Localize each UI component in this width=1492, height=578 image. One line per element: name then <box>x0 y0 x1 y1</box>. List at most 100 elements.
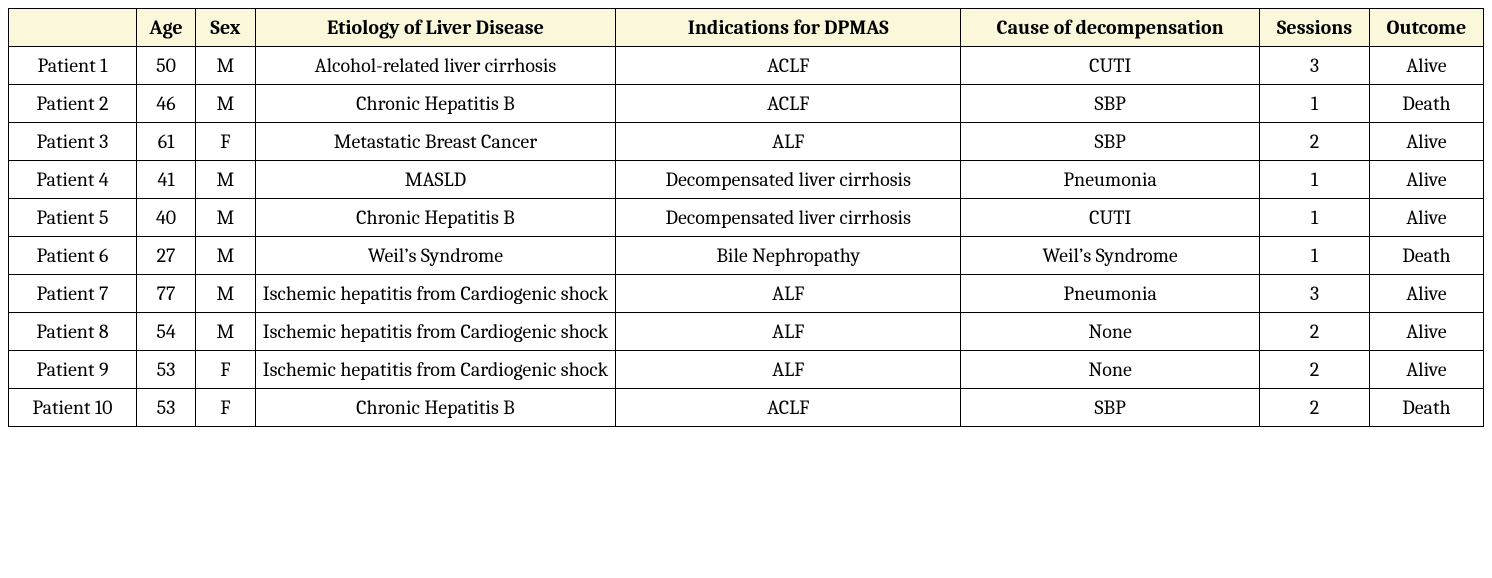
table-row: Patient 441MMASLDDecompensated liver cir… <box>9 161 1484 199</box>
cell-sessions: 3 <box>1260 275 1370 313</box>
cell-outcome: Death <box>1369 85 1483 123</box>
cell-indication: ACLF <box>616 85 961 123</box>
cell-etiology: Chronic Hepatitis B <box>255 85 616 123</box>
cell-sex: M <box>196 47 255 85</box>
cell-cause: SBP <box>961 123 1260 161</box>
cell-sex: M <box>196 161 255 199</box>
cell-patient: Patient 10 <box>9 389 137 427</box>
cell-sessions: 1 <box>1260 161 1370 199</box>
cell-patient: Patient 1 <box>9 47 137 85</box>
cell-cause: None <box>961 351 1260 389</box>
cell-sex: M <box>196 313 255 351</box>
cell-indication: ALF <box>616 351 961 389</box>
cell-sessions: 1 <box>1260 237 1370 275</box>
cell-outcome: Alive <box>1369 275 1483 313</box>
cell-patient: Patient 6 <box>9 237 137 275</box>
cell-indication: ALF <box>616 313 961 351</box>
cell-outcome: Alive <box>1369 123 1483 161</box>
cell-age: 27 <box>136 237 195 275</box>
table-row: Patient 1053FChronic Hepatitis BACLFSBP2… <box>9 389 1484 427</box>
cell-outcome: Death <box>1369 237 1483 275</box>
table-head: AgeSexEtiology of Liver DiseaseIndicatio… <box>9 9 1484 47</box>
cell-age: 54 <box>136 313 195 351</box>
cell-sessions: 2 <box>1260 123 1370 161</box>
cell-indication: Decompensated liver cirrhosis <box>616 161 961 199</box>
cell-sex: F <box>196 351 255 389</box>
cell-patient: Patient 8 <box>9 313 137 351</box>
table-row: Patient 361FMetastatic Breast CancerALFS… <box>9 123 1484 161</box>
cell-patient: Patient 4 <box>9 161 137 199</box>
cell-sex: M <box>196 275 255 313</box>
cell-sex: F <box>196 389 255 427</box>
cell-indication: Decompensated liver cirrhosis <box>616 199 961 237</box>
table-row: Patient 854MIschemic hepatitis from Card… <box>9 313 1484 351</box>
header-age: Age <box>136 9 195 47</box>
cell-etiology: Chronic Hepatitis B <box>255 199 616 237</box>
cell-cause: CUTI <box>961 199 1260 237</box>
table-row: Patient 246MChronic Hepatitis BACLFSBP1D… <box>9 85 1484 123</box>
table-row: Patient 953FIschemic hepatitis from Card… <box>9 351 1484 389</box>
cell-cause: Pneumonia <box>961 275 1260 313</box>
cell-outcome: Alive <box>1369 161 1483 199</box>
cell-outcome: Alive <box>1369 199 1483 237</box>
cell-age: 40 <box>136 199 195 237</box>
cell-indication: Bile Nephropathy <box>616 237 961 275</box>
cell-age: 53 <box>136 351 195 389</box>
cell-patient: Patient 5 <box>9 199 137 237</box>
table-row: Patient 777MIschemic hepatitis from Card… <box>9 275 1484 313</box>
cell-indication: ACLF <box>616 47 961 85</box>
cell-sessions: 2 <box>1260 313 1370 351</box>
cell-outcome: Alive <box>1369 313 1483 351</box>
cell-age: 61 <box>136 123 195 161</box>
header-sex: Sex <box>196 9 255 47</box>
cell-sex: F <box>196 123 255 161</box>
header-cause: Cause of decompensation <box>961 9 1260 47</box>
cell-etiology: Ischemic hepatitis from Cardiogenic shoc… <box>255 351 616 389</box>
header-etiology: Etiology of Liver Disease <box>255 9 616 47</box>
cell-cause: CUTI <box>961 47 1260 85</box>
cell-patient: Patient 9 <box>9 351 137 389</box>
cell-age: 46 <box>136 85 195 123</box>
cell-etiology: Metastatic Breast Cancer <box>255 123 616 161</box>
cell-patient: Patient 3 <box>9 123 137 161</box>
table-row: Patient 150MAlcohol-related liver cirrho… <box>9 47 1484 85</box>
cell-indication: ACLF <box>616 389 961 427</box>
cell-cause: SBP <box>961 389 1260 427</box>
header-patient <box>9 9 137 47</box>
cell-patient: Patient 7 <box>9 275 137 313</box>
header-outcome: Outcome <box>1369 9 1483 47</box>
cell-indication: ALF <box>616 123 961 161</box>
cell-sessions: 2 <box>1260 351 1370 389</box>
header-row: AgeSexEtiology of Liver DiseaseIndicatio… <box>9 9 1484 47</box>
cell-sessions: 3 <box>1260 47 1370 85</box>
cell-cause: None <box>961 313 1260 351</box>
cell-age: 53 <box>136 389 195 427</box>
cell-cause: SBP <box>961 85 1260 123</box>
cell-patient: Patient 2 <box>9 85 137 123</box>
cell-etiology: Alcohol-related liver cirrhosis <box>255 47 616 85</box>
cell-cause: Weil’s Syndrome <box>961 237 1260 275</box>
cell-age: 77 <box>136 275 195 313</box>
cell-sessions: 2 <box>1260 389 1370 427</box>
cell-indication: ALF <box>616 275 961 313</box>
cell-sessions: 1 <box>1260 199 1370 237</box>
table-body: Patient 150MAlcohol-related liver cirrho… <box>9 47 1484 427</box>
cell-etiology: MASLD <box>255 161 616 199</box>
cell-cause: Pneumonia <box>961 161 1260 199</box>
cell-etiology: Chronic Hepatitis B <box>255 389 616 427</box>
cell-sex: M <box>196 85 255 123</box>
cell-etiology: Ischemic hepatitis from Cardiogenic shoc… <box>255 313 616 351</box>
cell-etiology: Ischemic hepatitis from Cardiogenic shoc… <box>255 275 616 313</box>
cell-outcome: Alive <box>1369 351 1483 389</box>
cell-outcome: Alive <box>1369 47 1483 85</box>
cell-sex: M <box>196 199 255 237</box>
table-row: Patient 540MChronic Hepatitis BDecompens… <box>9 199 1484 237</box>
cell-etiology: Weil’s Syndrome <box>255 237 616 275</box>
cell-age: 50 <box>136 47 195 85</box>
cell-sex: M <box>196 237 255 275</box>
cell-sessions: 1 <box>1260 85 1370 123</box>
header-sessions: Sessions <box>1260 9 1370 47</box>
cell-outcome: Death <box>1369 389 1483 427</box>
header-indication: Indications for DPMAS <box>616 9 961 47</box>
patient-table: AgeSexEtiology of Liver DiseaseIndicatio… <box>8 8 1484 427</box>
